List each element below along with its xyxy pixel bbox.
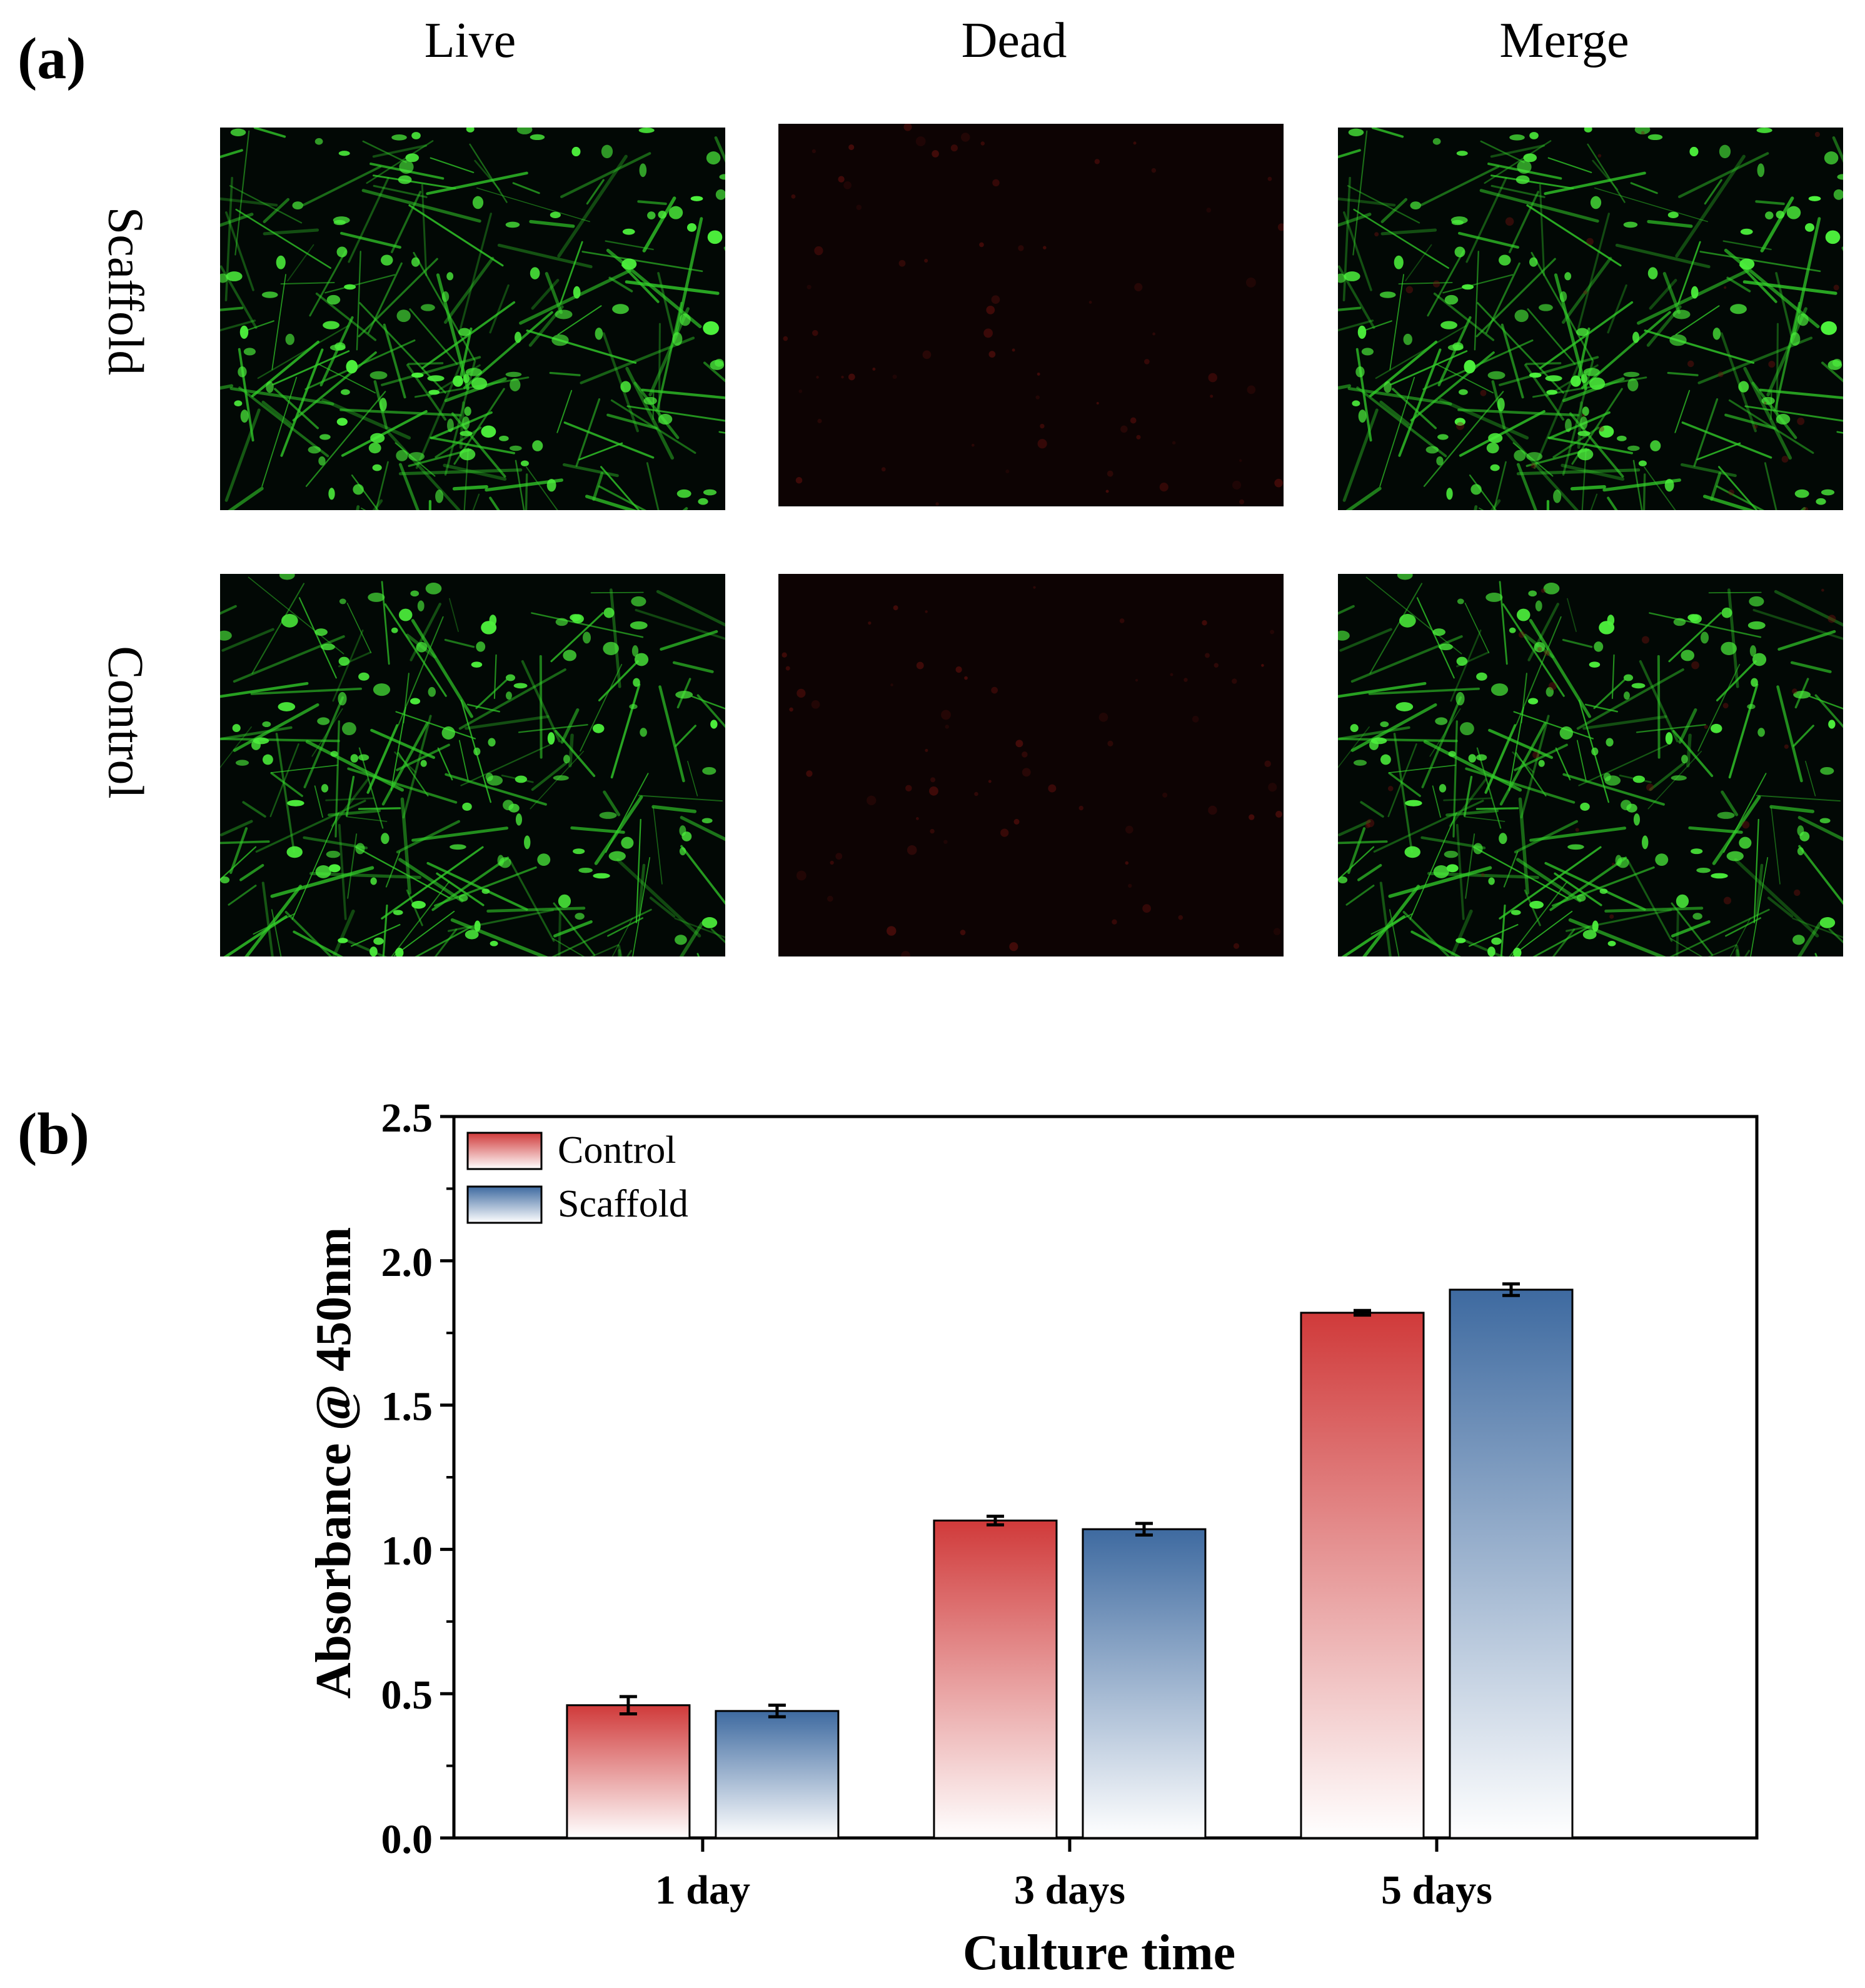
y-tick-label: 0.5 <box>381 1672 433 1718</box>
panel-b-label: (b) <box>18 1102 89 1167</box>
micrograph-scaffold-dead <box>778 124 1284 506</box>
bar-scaffold-1 <box>1082 1528 1207 1839</box>
column-header-live: Live <box>424 13 516 68</box>
y-tick-label: 2.5 <box>381 1095 433 1141</box>
legend-label-control: Control <box>558 1129 676 1172</box>
column-header-merge: Merge <box>1499 13 1629 68</box>
bar-control-1 <box>933 1519 1058 1839</box>
micrograph-control-merge <box>1338 574 1843 956</box>
bar-control-0 <box>566 1704 691 1839</box>
x-tick-label: 5 days <box>1381 1867 1492 1913</box>
x-axis-title: Culture time <box>963 1925 1235 1980</box>
bar-scaffold-0 <box>715 1710 840 1839</box>
panel-a-label: (a) <box>18 26 86 91</box>
y-tick-label: 2.0 <box>381 1240 433 1285</box>
y-tick-label: 1.5 <box>381 1384 433 1430</box>
bar-control-2 <box>1300 1312 1425 1839</box>
legend-swatch-scaffold <box>466 1185 543 1224</box>
legend-label-scaffold: Scaffold <box>558 1183 688 1225</box>
y-axis-title: Absorbance @ 450nm <box>306 1227 361 1699</box>
legend-swatch-control <box>466 1132 543 1170</box>
micrograph-control-dead <box>778 574 1284 956</box>
y-tick-label: 0.0 <box>381 1817 433 1862</box>
x-tick-label: 1 day <box>655 1867 750 1913</box>
micrograph-scaffold-live <box>220 128 725 510</box>
micrograph-scaffold-merge <box>1338 128 1843 510</box>
y-tick-label: 1.0 <box>381 1528 433 1574</box>
bar-scaffold-2 <box>1449 1288 1574 1839</box>
column-header-dead: Dead <box>961 13 1067 68</box>
micrograph-control-live <box>220 574 725 956</box>
x-tick-label: 3 days <box>1014 1867 1125 1913</box>
